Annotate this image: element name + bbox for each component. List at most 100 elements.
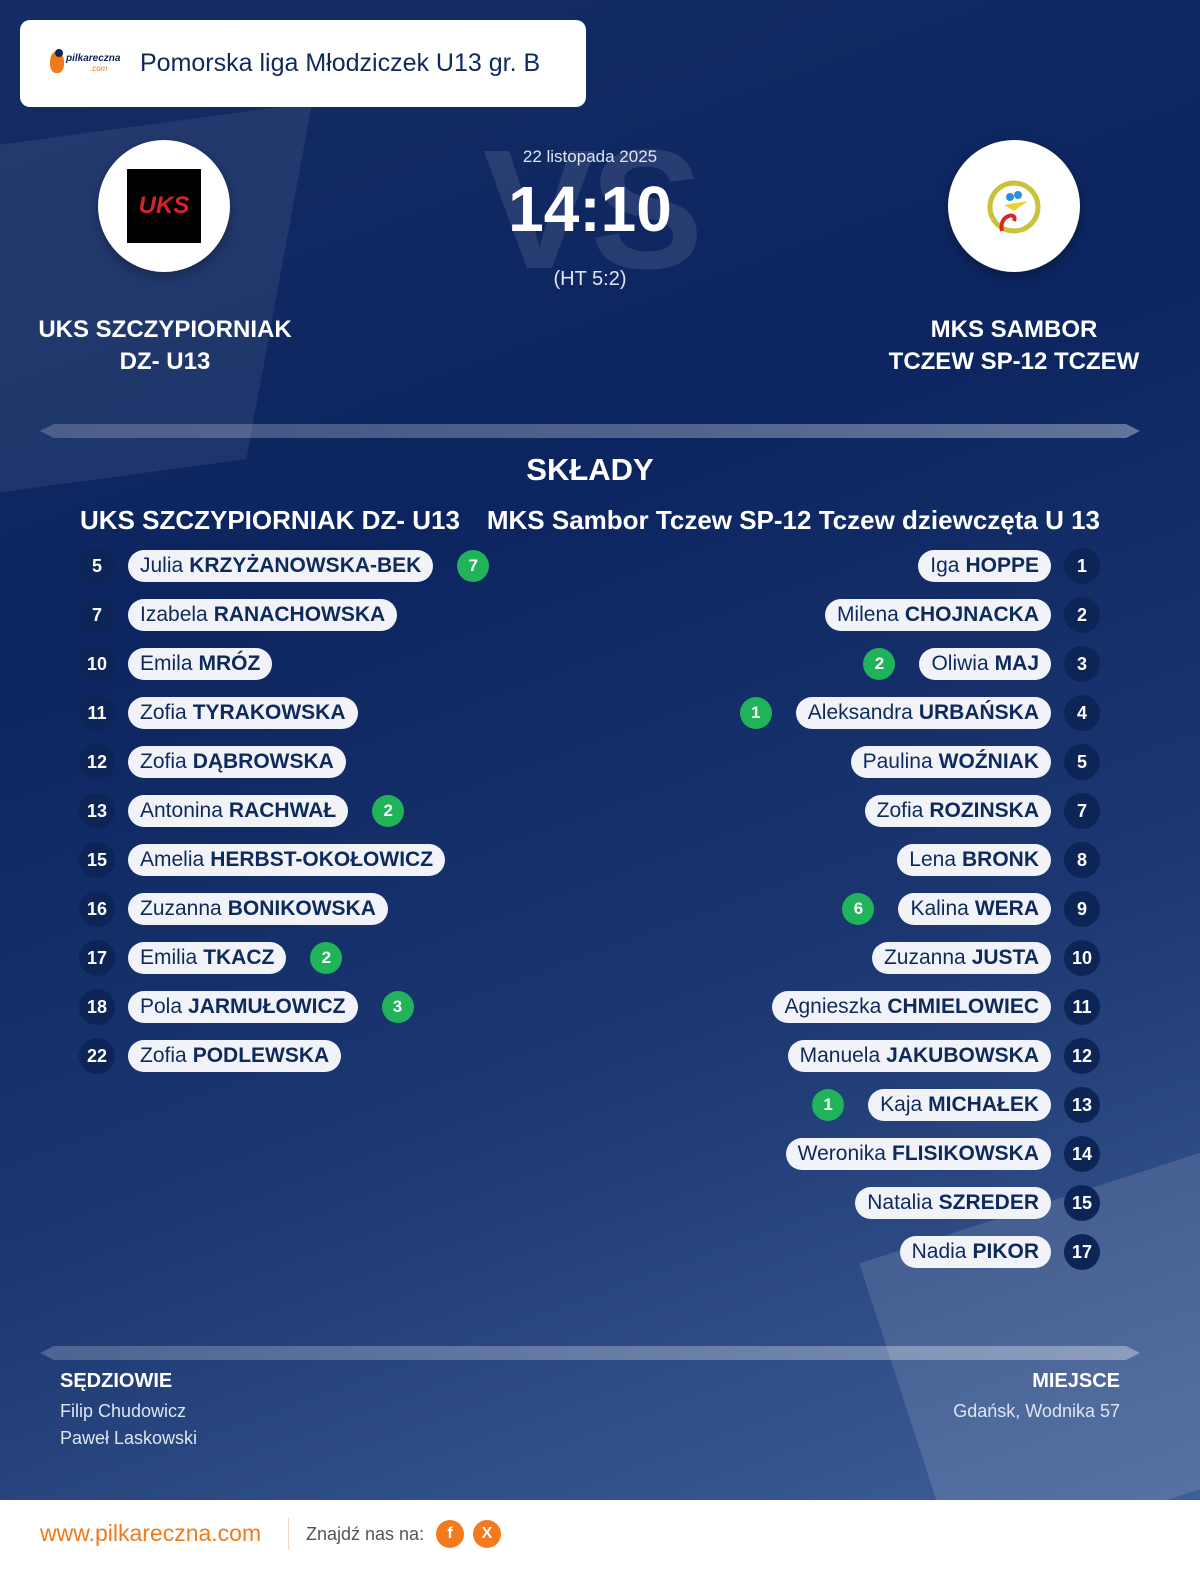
home-lineup-heading: UKS SZCZYPIORNIAK DZ- U13 — [80, 505, 460, 535]
away-logo-image — [987, 180, 1041, 234]
player-name[interactable]: Nadia PIKOR — [899, 1236, 1051, 1268]
venue-value: Gdańsk, Wodnika 57 — [953, 1401, 1120, 1421]
section-divider — [40, 424, 1140, 438]
player-name[interactable]: Agnieszka CHMIELOWIEC — [772, 991, 1051, 1023]
player-first-name: Zuzanna — [140, 897, 222, 920]
shirt-number: 2 — [1064, 597, 1100, 633]
player-first-name: Kalina — [910, 897, 969, 920]
player-last-name: JUSTA — [971, 946, 1039, 969]
league-header: pilkareczna .com Pomorska liga Młodzicze… — [20, 20, 586, 107]
player-name[interactable]: Zuzanna JUSTA — [871, 942, 1051, 974]
player-last-name: CHMIELOWIEC — [887, 995, 1039, 1018]
player-name[interactable]: Lena BRONK — [897, 844, 1051, 876]
shirt-number: 9 — [1064, 891, 1100, 927]
facebook-icon[interactable]: f — [436, 1520, 464, 1548]
home-name-line2: DZ- U13 — [119, 348, 211, 375]
shirt-number: 7 — [1064, 793, 1100, 829]
goals-badge: 1 — [812, 1089, 845, 1121]
player-name[interactable]: Pola JARMUŁOWICZ — [128, 991, 358, 1023]
x-icon[interactable]: X — [473, 1520, 501, 1548]
goals-badge: 3 — [381, 991, 414, 1023]
player-last-name: BONIKOWSKA — [227, 897, 376, 920]
lineup-row: 13 Antonina RACHWAŁ 2 — [79, 793, 405, 829]
website-link[interactable]: www.pilkareczna.com — [40, 1520, 262, 1546]
player-name[interactable]: Aleksandra URBAŃSKA — [795, 697, 1051, 729]
player-first-name: Iga — [930, 554, 960, 577]
player-name[interactable]: Amelia HERBST-OKOŁOWICZ — [128, 844, 446, 876]
player-name[interactable]: Antonina RACHWAŁ — [128, 795, 349, 827]
player-first-name: Paulina — [862, 750, 933, 773]
player-first-name: Emila — [140, 652, 193, 675]
player-last-name: RANACHOWSKA — [213, 603, 386, 626]
player-first-name: Emilia — [140, 946, 198, 969]
player-name[interactable]: Kaja MICHAŁEK — [868, 1089, 1051, 1121]
player-last-name: DĄBROWSKA — [192, 750, 334, 773]
player-last-name: SZREDER — [938, 1191, 1039, 1214]
footer-divider — [40, 1346, 1140, 1360]
match-card: pilkareczna .com Pomorska liga Młodzicze… — [0, 0, 1200, 1500]
lineups-title: SKŁADY — [526, 452, 654, 487]
shirt-number: 7 — [79, 597, 115, 633]
player-name[interactable]: Manuela JAKUBOWSKA — [787, 1040, 1051, 1072]
player-first-name: Julia — [140, 554, 184, 577]
league-title: Pomorska liga Młodziczek U13 gr. B — [140, 49, 541, 77]
lineup-row: Lena BRONK 8 — [897, 842, 1100, 878]
player-name[interactable]: Zofia ROZINSKA — [864, 795, 1051, 827]
logo-subtext: .com — [90, 63, 108, 73]
player-name[interactable]: Natalia SZREDER — [855, 1187, 1051, 1219]
lineup-row: 1 Kaja MICHAŁEK 13 — [812, 1087, 1100, 1123]
lineup-row: Paulina WOŹNIAK 5 — [850, 744, 1100, 780]
player-last-name: FLISIKOWSKA — [892, 1142, 1039, 1165]
player-first-name: Amelia — [140, 848, 205, 871]
lineup-row: 1 Aleksandra URBAŃSKA 4 — [739, 695, 1100, 731]
player-first-name: Zofia — [140, 750, 187, 773]
player-name[interactable]: Zofia DĄBROWSKA — [128, 746, 346, 778]
player-first-name: Lena — [909, 848, 956, 871]
player-last-name: MAJ — [994, 652, 1039, 675]
away-name-line2: TCZEW SP-12 TCZEW — [888, 348, 1140, 375]
player-last-name: ROZINSKA — [929, 799, 1039, 822]
vs-watermark: VS — [482, 115, 704, 305]
lineup-row: Agnieszka CHMIELOWIEC 11 — [772, 989, 1100, 1025]
shirt-number: 10 — [79, 646, 115, 682]
player-last-name: TYRAKOWSKA — [192, 701, 346, 724]
player-name[interactable]: Izabela RANACHOWSKA — [128, 599, 398, 631]
shirt-number: 4 — [1064, 695, 1100, 731]
player-last-name: HERBST-OKOŁOWICZ — [210, 848, 434, 871]
lineup-row: Zuzanna JUSTA 10 — [871, 940, 1100, 976]
venue-label: MIEJSCE — [1032, 1370, 1120, 1392]
pilkareczna-logo[interactable]: pilkareczna .com — [50, 48, 122, 79]
player-name[interactable]: Paulina WOŹNIAK — [850, 746, 1051, 778]
lineup-row: Milena CHOJNACKA 2 — [824, 597, 1100, 633]
player-last-name: JARMUŁOWICZ — [188, 995, 346, 1018]
player-name[interactable]: Zofia PODLEWSKA — [128, 1040, 342, 1072]
player-name[interactable]: Zofia TYRAKOWSKA — [128, 697, 358, 729]
player-name[interactable]: Oliwia MAJ — [919, 648, 1051, 680]
shirt-number: 17 — [1064, 1234, 1100, 1270]
player-name[interactable]: Emila MRÓZ — [128, 648, 273, 680]
player-first-name: Zofia — [876, 799, 924, 822]
player-last-name: MICHAŁEK — [928, 1093, 1039, 1116]
player-name[interactable]: Kalina WERA — [898, 893, 1051, 925]
player-name[interactable]: Julia KRZYŻANOWSKA-BEK — [128, 550, 434, 582]
player-name[interactable]: Emilia TKACZ — [128, 942, 287, 974]
player-name[interactable]: Zuzanna BONIKOWSKA — [128, 893, 388, 925]
shirt-number: 14 — [1064, 1136, 1100, 1172]
player-last-name: WERA — [974, 897, 1039, 920]
player-first-name: Manuela — [799, 1044, 881, 1067]
goals-badge: 1 — [739, 697, 772, 729]
shirt-number: 13 — [79, 793, 115, 829]
player-first-name: Zuzanna — [883, 946, 966, 969]
lineup-row: 11 Zofia TYRAKOWSKA — [79, 695, 358, 731]
final-score: 14:10 — [508, 173, 672, 245]
player-name[interactable]: Iga HOPPE — [918, 550, 1051, 582]
goals-badge: 7 — [457, 550, 490, 582]
player-name[interactable]: Milena CHOJNACKA — [824, 599, 1051, 631]
goals-badge: 6 — [842, 893, 875, 925]
player-name[interactable]: Weronika FLISIKOWSKA — [785, 1138, 1051, 1170]
player-last-name: RACHWAŁ — [228, 799, 337, 822]
shirt-number: 13 — [1064, 1087, 1100, 1123]
shirt-number: 5 — [79, 548, 115, 584]
player-first-name: Zofia — [140, 1044, 187, 1067]
lineup-row: 15 Amelia HERBST-OKOŁOWICZ — [79, 842, 446, 878]
